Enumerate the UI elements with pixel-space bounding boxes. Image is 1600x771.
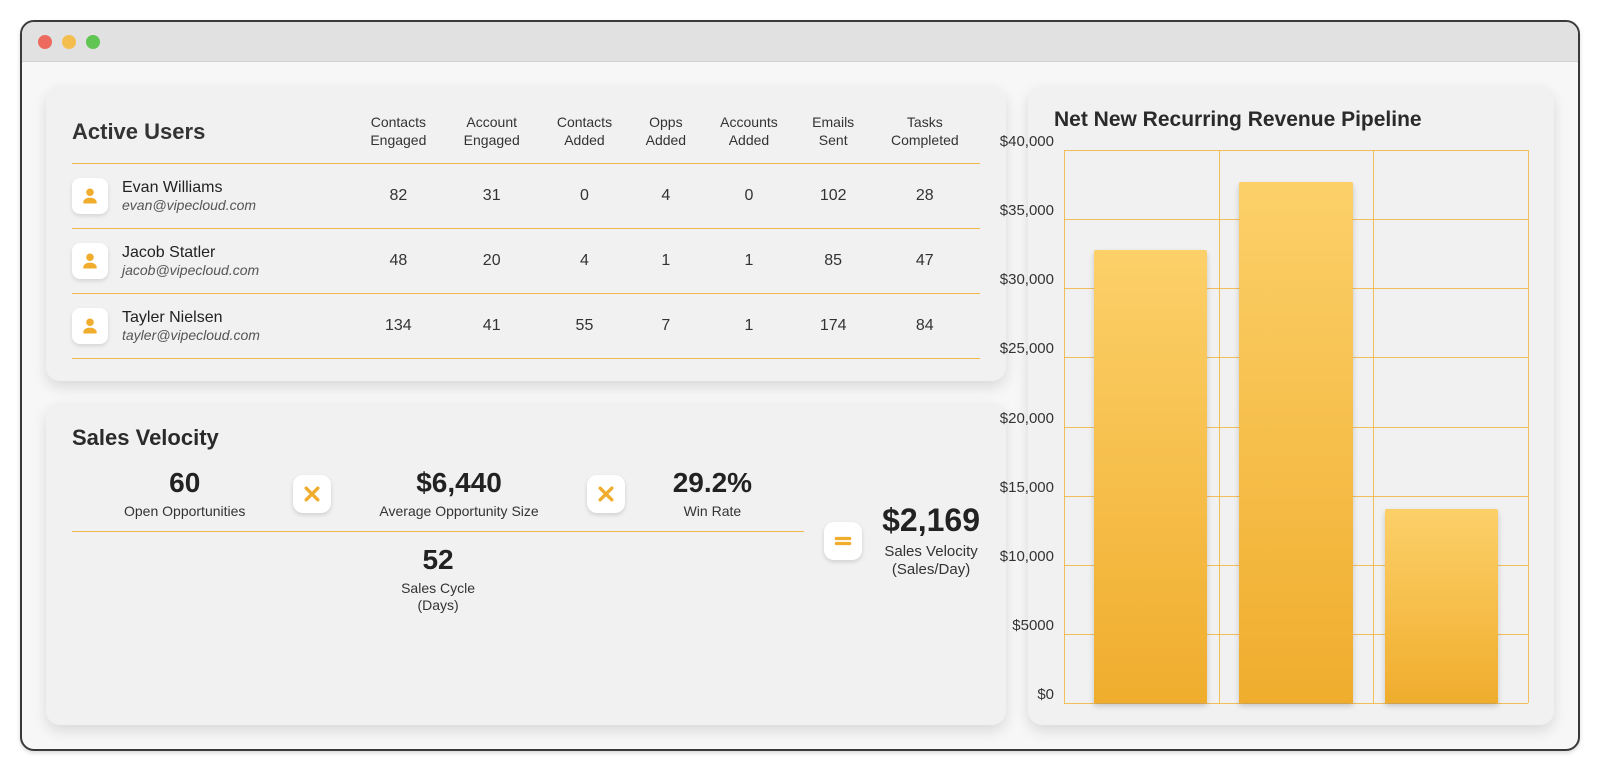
metric-cell: 1: [701, 229, 797, 294]
sales-cycle-label: Sales Cycle(Days): [401, 580, 475, 615]
sales-velocity-card: Sales Velocity 60 Open Opportunities $6,…: [46, 403, 1006, 725]
pipeline-chart-area: $40,000$35,000$30,000$25,000$20,000$15,0…: [1054, 150, 1528, 703]
metric-cell: 48: [352, 229, 445, 294]
chart-plot: [1064, 150, 1528, 703]
sales-velocity-title: Sales Velocity: [72, 425, 980, 451]
user-name: Jacob Statler: [122, 243, 259, 262]
metric-cell: 47: [870, 229, 980, 294]
user-name: Evan Williams: [122, 178, 256, 197]
maximize-window-button[interactable]: [86, 35, 100, 49]
sales-velocity-label: Sales Velocity(Sales/Day): [882, 543, 980, 581]
sales-velocity-result: $2,169 Sales Velocity(Sales/Day): [882, 502, 980, 581]
dashboard-content: Active UsersContactsEngagedAccountEngage…: [22, 62, 1578, 749]
metric-cell: 0: [538, 164, 630, 229]
user-cell: Tayler Nielsentayler@vipecloud.com: [72, 294, 352, 359]
user-cell: Evan Williamsevan@vipecloud.com: [72, 164, 352, 229]
table-row[interactable]: Tayler Nielsentayler@vipecloud.com134415…: [72, 294, 980, 359]
metric-cell: 4: [631, 164, 702, 229]
table-row[interactable]: Evan Williamsevan@vipecloud.com823104010…: [72, 164, 980, 229]
column-header: TasksCompleted: [870, 108, 980, 164]
metric-cell: 20: [445, 229, 538, 294]
column-header: ContactsAdded: [538, 108, 630, 164]
avg-opportunity-label: Average Opportunity Size: [379, 503, 538, 521]
metric-cell: 41: [445, 294, 538, 359]
avg-opportunity-value: $6,440: [379, 467, 538, 499]
chart-bar: [1239, 182, 1352, 703]
metric-cell: 31: [445, 164, 538, 229]
chart-bar: [1385, 509, 1498, 703]
active-users-card: Active UsersContactsEngagedAccountEngage…: [46, 86, 1006, 381]
metric-cell: 4: [538, 229, 630, 294]
table-row[interactable]: Jacob Statlerjacob@vipecloud.com48204118…: [72, 229, 980, 294]
app-window: Active UsersContactsEngagedAccountEngage…: [20, 20, 1580, 751]
minimize-window-button[interactable]: [62, 35, 76, 49]
metric-cell: 0: [701, 164, 797, 229]
equals-icon: [824, 522, 862, 560]
metric-cell: 28: [870, 164, 980, 229]
multiply-icon: [293, 475, 331, 513]
open-opportunities-label: Open Opportunities: [124, 503, 245, 521]
column-header: EmailsSent: [797, 108, 870, 164]
user-cell: Jacob Statlerjacob@vipecloud.com: [72, 229, 352, 294]
chart-y-axis: $40,000$35,000$30,000$25,000$20,000$15,0…: [1054, 150, 1064, 703]
avatar-icon: [72, 178, 108, 214]
column-header: AccountEngaged: [445, 108, 538, 164]
metric-cell: 174: [797, 294, 870, 359]
metric-cell: 84: [870, 294, 980, 359]
metric-cell: 134: [352, 294, 445, 359]
pipeline-chart-card: Net New Recurring Revenue Pipeline $40,0…: [1028, 86, 1554, 725]
avatar-icon: [72, 243, 108, 279]
close-window-button[interactable]: [38, 35, 52, 49]
metric-cell: 7: [631, 294, 702, 359]
sales-cycle-metric: 52 Sales Cycle(Days): [401, 544, 475, 615]
user-name: Tayler Nielsen: [122, 308, 260, 327]
avatar-icon: [72, 308, 108, 344]
user-email: tayler@vipecloud.com: [122, 327, 260, 344]
user-email: evan@vipecloud.com: [122, 197, 256, 214]
window-titlebar: [22, 22, 1578, 62]
active-users-table: Active UsersContactsEngagedAccountEngage…: [72, 108, 980, 359]
sales-velocity-value: $2,169: [882, 502, 980, 539]
metric-cell: 82: [352, 164, 445, 229]
avg-opportunity-metric: $6,440 Average Opportunity Size: [379, 467, 538, 521]
metric-cell: 1: [701, 294, 797, 359]
metric-cell: 55: [538, 294, 630, 359]
velocity-formula: 60 Open Opportunities $6,440 Average Opp…: [72, 467, 804, 615]
pipeline-chart-title: Net New Recurring Revenue Pipeline: [1054, 108, 1528, 132]
metric-cell: 1: [631, 229, 702, 294]
user-email: jacob@vipecloud.com: [122, 262, 259, 279]
metric-cell: 102: [797, 164, 870, 229]
multiply-icon: [587, 475, 625, 513]
open-opportunities-metric: 60 Open Opportunities: [124, 467, 245, 521]
sales-cycle-value: 52: [401, 544, 475, 576]
column-header: OppsAdded: [631, 108, 702, 164]
open-opportunities-value: 60: [124, 467, 245, 499]
win-rate-label: Win Rate: [673, 503, 752, 521]
column-header: AccountsAdded: [701, 108, 797, 164]
chart-bar: [1094, 250, 1207, 703]
metric-cell: 85: [797, 229, 870, 294]
win-rate-metric: 29.2% Win Rate: [673, 467, 752, 521]
win-rate-value: 29.2%: [673, 467, 752, 499]
column-header: ContactsEngaged: [352, 108, 445, 164]
active-users-title: Active Users: [72, 108, 352, 164]
